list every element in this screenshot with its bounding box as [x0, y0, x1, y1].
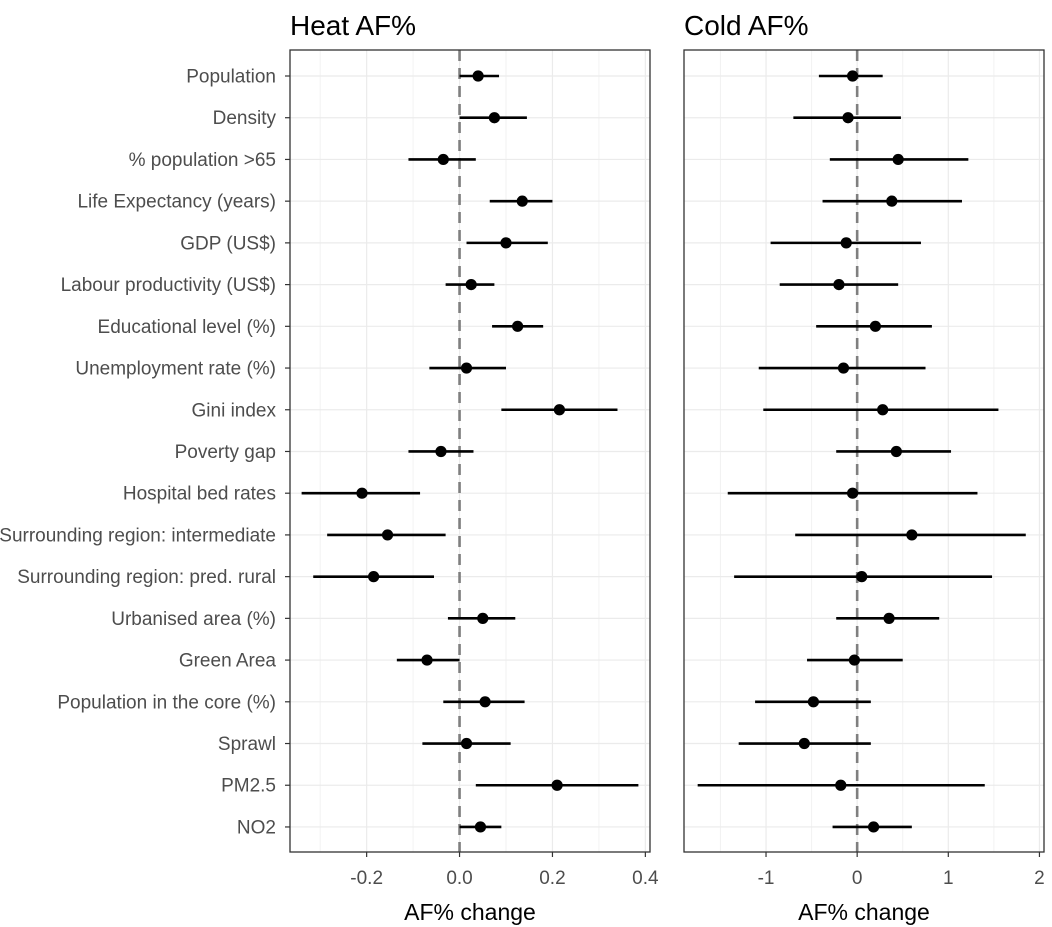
y-label-5: Labour productivity (US$) [61, 275, 276, 296]
cold-x-tick-label-2: 1 [943, 868, 954, 889]
y-label-17: PM2.5 [221, 776, 276, 797]
y-axis-labels: Population Density % population >65 Life Ex… [0, 67, 276, 839]
heat-point-7 [460, 362, 473, 374]
heat-x-tick-label-0: -0.2 [350, 868, 383, 889]
y-label-9: Poverty gap [175, 442, 276, 463]
cold-point-13 [883, 612, 895, 624]
heat-point-1 [488, 112, 500, 124]
y-label-12: Surrounding region: pred. rural [17, 567, 276, 588]
cold-point-18 [867, 821, 880, 833]
y-label-7: Unemployment rate (%) [75, 359, 276, 380]
cold-point-16 [798, 737, 810, 750]
cold-point-7 [837, 362, 850, 374]
cold-point-2 [892, 153, 904, 166]
cold-x-tick-label-0: -1 [758, 868, 775, 889]
y-label-10: Hospital bed rates [123, 484, 276, 505]
heat-point-13 [477, 612, 489, 624]
heat-point-17 [551, 779, 563, 791]
heat-x-tick-label-3: 0.4 [632, 868, 659, 889]
heat-point-10 [356, 487, 368, 499]
heat-panel-title: Heat AF% [290, 10, 416, 41]
heat-point-6 [512, 320, 524, 332]
y-label-16: Sprawl [218, 734, 276, 755]
y-label-8: Gini index [192, 400, 277, 421]
cold-point-8 [877, 404, 889, 416]
cold-point-4 [840, 237, 852, 249]
heat-point-0 [472, 70, 484, 82]
heat-x-tick-label-2: 0.2 [539, 868, 565, 889]
cold-point-15 [807, 696, 820, 708]
heat-point-9 [435, 445, 447, 458]
cold-point-11 [906, 529, 918, 541]
y-label-11: Surrounding region: intermediate [0, 525, 276, 546]
cold-point-1 [842, 112, 854, 124]
cold-point-17 [835, 779, 847, 791]
heat-point-5 [465, 279, 477, 291]
heat-x-axis-title: AF% change [404, 899, 536, 925]
heat-point-15 [479, 696, 491, 708]
cold-point-5 [833, 279, 845, 291]
y-label-14: Green Area [179, 651, 277, 672]
heat-point-8 [553, 404, 566, 416]
y-label-18: NO2 [237, 817, 276, 838]
cold-point-14 [848, 654, 861, 666]
cold-point-6 [869, 320, 881, 332]
cold-x-tick-label-1: 0 [852, 868, 863, 889]
heat-point-11 [381, 529, 394, 541]
y-label-15: Population in the core (%) [57, 692, 276, 713]
y-label-4: GDP (US$) [180, 233, 276, 254]
heat-point-14 [421, 654, 433, 666]
cold-point-0 [847, 70, 859, 82]
cold-point-3 [886, 195, 898, 207]
heat-x-tick-label-1: 0.0 [446, 868, 472, 889]
y-label-6: Educational level (%) [98, 317, 276, 338]
y-label-13: Urbanised area (%) [111, 609, 276, 630]
heat-point-2 [437, 153, 449, 166]
heat-point-18 [474, 821, 487, 833]
cold-panel: -1 0 1 2 Cold AF% AF% change [683, 10, 1045, 925]
heat-point-4 [500, 237, 512, 249]
cold-panel-title: Cold AF% [684, 10, 809, 41]
cold-x-axis-title: AF% change [798, 899, 930, 925]
y-label-3: Life Expectancy (years) [77, 192, 276, 213]
heat-point-16 [460, 737, 473, 750]
cold-panel-border [683, 49, 1045, 853]
heat-panel: -0.2 0.0 0.2 0.4 Heat AF% AF% change [285, 10, 659, 925]
cold-point-12 [856, 571, 868, 583]
y-label-2: % population >65 [129, 150, 276, 171]
heat-point-12 [368, 571, 380, 583]
cold-point-9 [890, 445, 902, 458]
heat-point-3 [516, 195, 528, 207]
y-label-0: Population [186, 67, 276, 88]
cold-point-10 [847, 487, 859, 499]
y-label-1: Density [213, 108, 277, 129]
cold-x-tick-label-3: 2 [1034, 868, 1045, 889]
